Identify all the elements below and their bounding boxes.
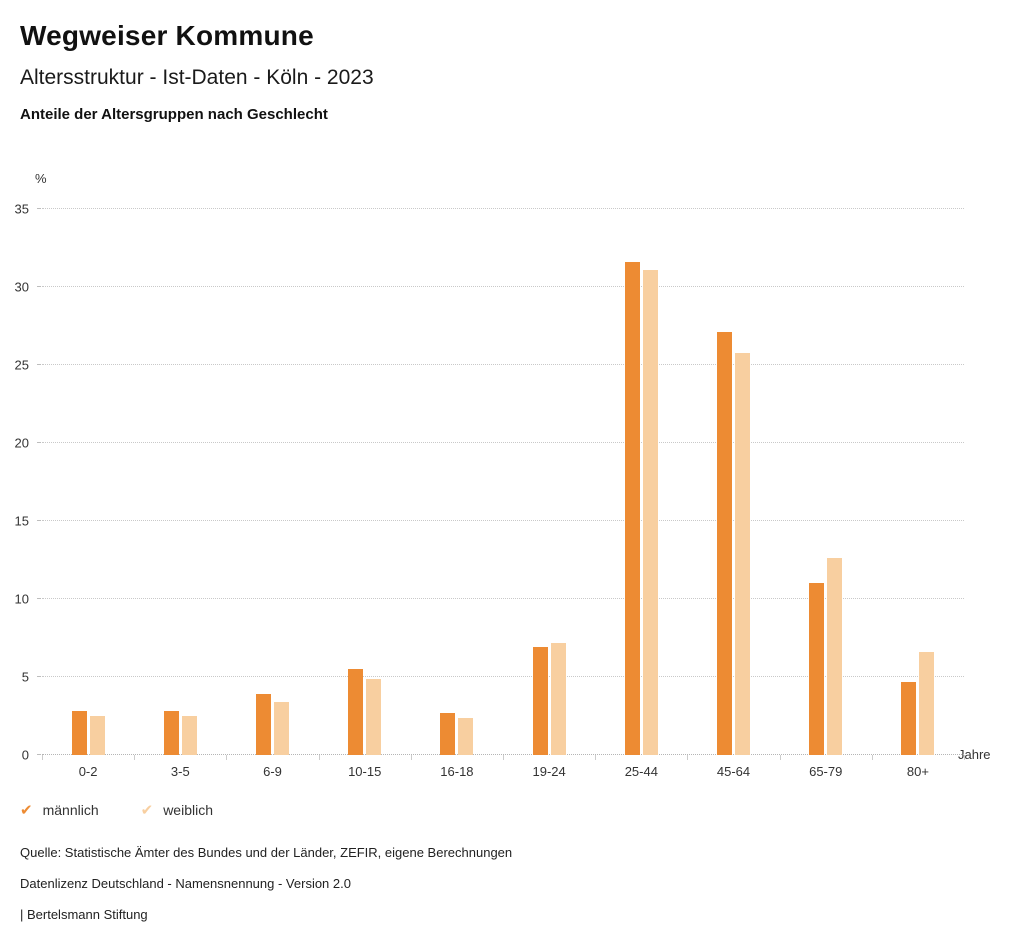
x-tick-mark xyxy=(503,755,504,760)
bar-männlich-19-24[interactable] xyxy=(532,647,548,755)
y-tick-mark xyxy=(37,442,41,443)
bar-weiblich-10-15[interactable] xyxy=(366,678,382,755)
page-title: Wegweiser Kommune xyxy=(20,20,314,51)
gridline-35 xyxy=(42,208,964,209)
bar-männlich-65-79[interactable] xyxy=(809,583,825,755)
x-tick-label-0-2: 0-2 xyxy=(78,764,98,779)
bar-männlich-80+[interactable] xyxy=(901,681,917,755)
x-tick-label-6-9: 6-9 xyxy=(263,764,282,779)
x-tick-mark xyxy=(410,755,412,760)
y-tick-mark xyxy=(37,754,41,755)
x-tick-mark xyxy=(871,755,873,760)
bar-group-3-5 xyxy=(134,209,226,755)
check-icon: ✔ xyxy=(140,801,154,819)
license-text: Datenlizenz Deutschland - Namensnennung … xyxy=(20,876,351,891)
x-tick-label-3-5: 3-5 xyxy=(170,764,190,779)
bar-group-16-18 xyxy=(411,209,503,755)
y-tick-label-10: 10 xyxy=(14,591,29,607)
bar-group-19-24 xyxy=(503,209,595,755)
bar-groups xyxy=(42,209,964,755)
y-tick-mark xyxy=(37,520,41,521)
y-axis-unit-label: % xyxy=(35,171,47,186)
y-tick-label-20: 20 xyxy=(14,435,29,451)
y-tick-label-35: 35 xyxy=(14,201,29,217)
bar-weiblich-16-18[interactable] xyxy=(458,717,474,755)
bar-group-45-64 xyxy=(687,209,779,755)
y-tick-mark xyxy=(37,598,41,599)
y-tick-mark xyxy=(37,286,41,287)
x-tick-mark xyxy=(687,755,689,760)
x-tick-mark xyxy=(964,755,965,760)
y-axis: 0 5 10 15 20 25 30 35 xyxy=(0,203,42,762)
gridline-20 xyxy=(42,442,964,443)
legend-label: männlich xyxy=(42,802,99,818)
bar-weiblich-25-44[interactable] xyxy=(642,269,658,755)
bar-group-65-79 xyxy=(780,209,872,755)
bar-group-10-15 xyxy=(319,209,411,755)
check-icon: ✔ xyxy=(20,801,33,819)
x-tick-label-25-44: 25-44 xyxy=(624,764,658,779)
bar-group-0-2 xyxy=(42,209,134,755)
attribution-text: | Bertelsmann Stiftung xyxy=(20,907,148,922)
y-tick-label-30: 30 xyxy=(14,279,29,295)
y-tick-label-15: 15 xyxy=(14,513,29,529)
bar-weiblich-19-24[interactable] xyxy=(550,642,566,755)
y-tick-mark xyxy=(37,208,41,209)
bar-weiblich-6-9[interactable] xyxy=(274,701,289,755)
x-tick-label-16-18: 16-18 xyxy=(440,764,474,779)
legend-label: weiblich xyxy=(163,802,213,818)
bar-männlich-6-9[interactable] xyxy=(256,694,271,755)
x-tick-label-10-15: 10-15 xyxy=(348,764,382,779)
x-tick-label-45-64: 45-64 xyxy=(716,764,751,779)
y-tick-label-25: 25 xyxy=(14,357,29,373)
chart-legend: ✔ männlich ✔ weiblich xyxy=(20,802,213,818)
gridline-10 xyxy=(42,598,964,599)
bar-männlich-3-5[interactable] xyxy=(163,711,179,755)
bar-weiblich-80+[interactable] xyxy=(919,652,935,755)
gridline-25 xyxy=(42,364,964,365)
x-tick-label-65-79: 65-79 xyxy=(809,764,843,779)
bar-group-80+ xyxy=(872,209,964,755)
source-text: Quelle: Statistische Ämter des Bundes un… xyxy=(20,845,513,860)
x-axis: 0-2 3-5 6-9 10-15 16-18 19-24 25-44 45-64 65-79 8… xyxy=(42,764,964,779)
gridline-5 xyxy=(42,676,964,677)
bar-männlich-25-44[interactable] xyxy=(624,262,640,755)
chart-title: Anteile der Altersgruppen nach Geschlech… xyxy=(20,106,328,123)
legend-item-weiblich[interactable]: ✔ weiblich xyxy=(141,802,213,818)
x-tick-label-19-24: 19-24 xyxy=(532,764,566,779)
bar-weiblich-3-5[interactable] xyxy=(181,716,197,755)
x-tick-mark xyxy=(42,755,43,760)
y-tick-label-5: 5 xyxy=(21,669,29,685)
gridline-0 xyxy=(42,754,964,755)
bar-weiblich-45-64[interactable] xyxy=(735,352,751,755)
bar-männlich-16-18[interactable] xyxy=(440,712,456,755)
legend-item-männlich[interactable]: ✔ männlich xyxy=(20,802,99,818)
x-tick-mark xyxy=(134,755,136,760)
bar-weiblich-0-2[interactable] xyxy=(89,716,105,755)
bar-männlich-0-2[interactable] xyxy=(71,711,87,755)
bar-männlich-10-15[interactable] xyxy=(348,669,364,755)
x-tick-mark xyxy=(318,755,320,760)
x-axis-unit-label: Jahre xyxy=(958,747,991,762)
gridline-15 xyxy=(42,520,964,521)
x-tick-mark xyxy=(779,755,781,760)
chart-plot xyxy=(42,208,965,760)
bar-männlich-45-64[interactable] xyxy=(717,332,733,755)
y-tick-mark xyxy=(37,364,41,365)
bar-group-6-9 xyxy=(226,209,318,755)
page-subtitle: Altersstruktur - Ist-Daten - Köln - 2023 xyxy=(20,66,374,89)
bar-weiblich-65-79[interactable] xyxy=(827,558,843,755)
x-tick-mark xyxy=(595,755,597,760)
x-tick-label-80+: 80+ xyxy=(906,764,929,779)
y-tick-label-0: 0 xyxy=(21,747,29,763)
gridline-30 xyxy=(42,286,964,287)
y-tick-mark xyxy=(37,676,41,677)
x-tick-mark xyxy=(226,755,228,760)
bar-group-25-44 xyxy=(595,209,687,755)
